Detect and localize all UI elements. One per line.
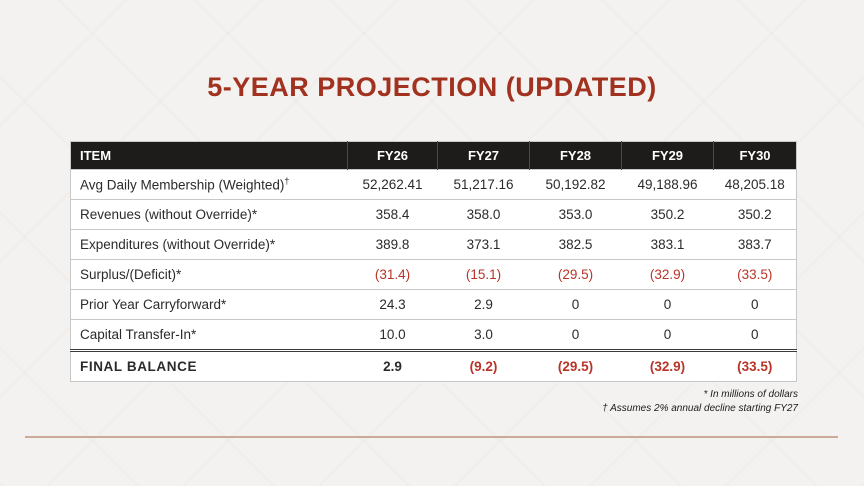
cell-value: (29.5) [529,349,622,382]
row-label: Avg Daily Membership (Weighted)† [70,169,348,200]
cell-value: 3.0 [437,319,530,351]
cell-value: (33.5) [713,349,797,382]
col-header-fy27: FY27 [437,141,530,170]
cell-value: 358.4 [347,199,438,230]
cell-value: 24.3 [347,289,438,320]
table-row: Revenues (without Override)* 358.4 358.0 35… [70,199,797,230]
col-header-fy29: FY29 [621,141,714,170]
col-header-fy26: FY26 [347,141,438,170]
cell-value: (15.1) [437,259,530,290]
table-row: Prior Year Carryforward* 24.3 2.9 0 0 0 [70,289,797,320]
cell-value: 0 [713,319,797,351]
cell-value: (29.5) [529,259,622,290]
cell-value: 2.9 [347,349,438,382]
table-body: Avg Daily Membership (Weighted)† 52,262.4… [70,169,797,382]
cell-value: (32.9) [621,259,714,290]
row-label: FINAL BALANCE [70,349,348,382]
cell-value: 48,205.18 [713,169,797,200]
table-row: Expenditures (without Override)* 389.8 373… [70,229,797,260]
table-row: Avg Daily Membership (Weighted)† 52,262.4… [70,169,797,200]
cell-value: (31.4) [347,259,438,290]
cell-value: 358.0 [437,199,530,230]
cell-value: 0 [621,319,714,351]
cell-value: 0 [713,289,797,320]
bottom-divider [25,436,838,438]
row-label: Capital Transfer-In* [70,319,348,351]
cell-value: 0 [529,319,622,351]
cell-value: 49,188.96 [621,169,714,200]
cell-value: 51,217.16 [437,169,530,200]
cell-value: (32.9) [621,349,714,382]
table-row: FINAL BALANCE 2.9 (9.2) (29.5) (32.9) (33.5) [70,349,797,382]
cell-value: 383.7 [713,229,797,260]
table-row: Surplus/(Deficit)* (31.4) (15.1) (29.5) (32.… [70,259,797,290]
col-header-fy28: FY28 [529,141,622,170]
cell-value: 350.2 [713,199,797,230]
cell-value: 2.9 [437,289,530,320]
footnote-decline: † Assumes 2% annual decline starting FY2… [602,402,798,414]
cell-value: 50,192.82 [529,169,622,200]
cell-value: 350.2 [621,199,714,230]
cell-value: 10.0 [347,319,438,351]
cell-value: 373.1 [437,229,530,260]
cell-value: 0 [621,289,714,320]
row-label: Revenues (without Override)* [70,199,348,230]
cell-value: (33.5) [713,259,797,290]
col-header-item: ITEM [70,141,348,170]
dagger-superscript: † [284,176,290,187]
projection-table: ITEM FY26 FY27 FY28 FY29 FY30 Avg Daily Membe… [70,141,797,382]
col-header-fy30: FY30 [713,141,797,170]
cell-value: (9.2) [437,349,530,382]
cell-value: 382.5 [529,229,622,260]
footnote-millions: * In millions of dollars [703,389,798,400]
row-label: Prior Year Carryforward* [70,289,348,320]
cell-value: 353.0 [529,199,622,230]
cell-value: 389.8 [347,229,438,260]
row-label: Expenditures (without Override)* [70,229,348,260]
table-header-row: ITEM FY26 FY27 FY28 FY29 FY30 [70,141,797,170]
slide-title: 5-YEAR PROJECTION (UPDATED) [207,72,657,102]
cell-value: 383.1 [621,229,714,260]
cell-value: 0 [529,289,622,320]
footnotes: * In millions of dollars † Assumes 2% an… [602,388,798,415]
cell-value: 52,262.41 [347,169,438,200]
row-label: Surplus/(Deficit)* [70,259,348,290]
table-row: Capital Transfer-In* 10.0 3.0 0 0 0 [70,319,797,351]
